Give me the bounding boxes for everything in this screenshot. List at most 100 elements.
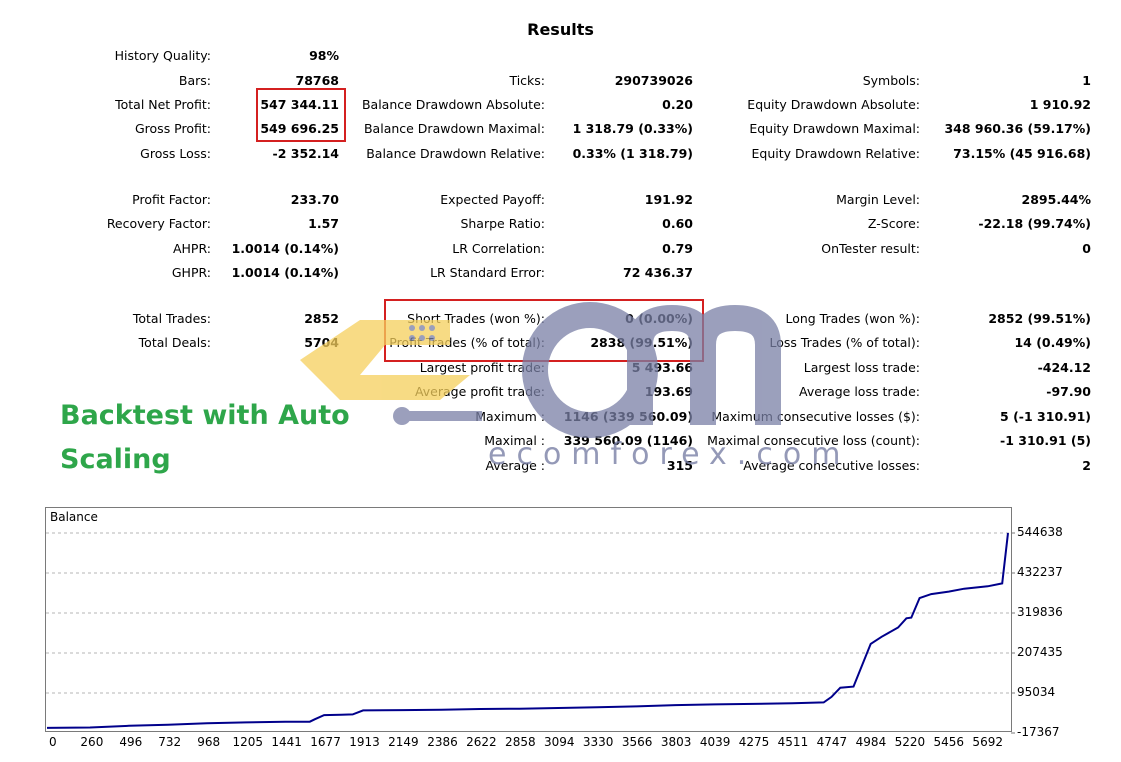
col2-value-11: 193.69 [644, 384, 693, 399]
x-tick-label: 496 [119, 735, 143, 749]
col2-value-10: 5 493.66 [631, 360, 693, 375]
col2-label-5: Sharpe Ratio: [460, 216, 545, 231]
col2-value-14: 315 [666, 458, 693, 473]
col1-value-10: 5704 [304, 335, 339, 350]
x-tick-label: 1913 [349, 735, 380, 749]
y-tick-label: 319836 [1017, 605, 1063, 619]
balance-chart-frame [45, 507, 1012, 732]
col3-label-6: OnTester result: [821, 241, 920, 256]
col2-value-13: 339 560.09 (1146) [563, 433, 693, 448]
col1-value-9: 2852 [304, 311, 339, 326]
x-tick-label: 5220 [894, 735, 926, 749]
col3-value-8: 14 (0.49%) [1014, 335, 1091, 350]
col1-value-2: 547 344.11 [260, 97, 339, 112]
x-tick-label: 3330 [582, 735, 614, 749]
y-tick-label: 432237 [1017, 565, 1063, 579]
col3-value-13: 2 [1082, 458, 1091, 473]
col3-label-4: Margin Level: [836, 192, 920, 207]
col2-label-13: Maximal : [484, 433, 545, 448]
col2-value-2: 1 318.79 (0.33%) [572, 121, 693, 136]
x-tick-label: 260 [80, 735, 104, 749]
x-tick-label: 3094 [543, 735, 575, 749]
col2-label-0: Ticks: [509, 73, 545, 88]
col2-label-10: Largest profit trade: [419, 360, 545, 375]
col2-value-3: 0.33% (1 318.79) [572, 146, 693, 161]
promo-text: Backtest with Auto Scaling [60, 394, 350, 482]
col2-value-0: 290739026 [614, 73, 693, 88]
x-tick-label: 2622 [466, 735, 497, 749]
x-tick-label: 0 [49, 735, 57, 749]
x-tick-label: 4747 [816, 735, 848, 749]
logo-node-stem-icon [402, 411, 482, 421]
col3-label-9: Largest loss trade: [803, 360, 920, 375]
col2-label-7: LR Standard Error: [430, 265, 545, 280]
highlight-box-net-gross-profit [256, 88, 346, 142]
col3-label-11: Maximum consecutive losses ($): [711, 409, 920, 424]
col2-label-12: Maximum : [475, 409, 545, 424]
col3-value-6: 0 [1082, 241, 1091, 256]
col1-label-2: Total Net Profit: [115, 97, 211, 112]
col1-label-4: Gross Loss: [140, 146, 211, 161]
col1-label-5: Profit Factor: [132, 192, 211, 207]
col3-value-12: -1 310.91 (5) [1000, 433, 1091, 448]
promo-line-1: Backtest with Auto [60, 400, 350, 431]
col2-value-4: 191.92 [644, 192, 693, 207]
x-tick-label: 4984 [855, 735, 887, 749]
col3-value-0: 1 [1082, 73, 1091, 88]
col2-value-12: 1146 (339 560.09) [563, 409, 693, 424]
x-tick-label: 4275 [738, 735, 770, 749]
logo-node-icon [393, 407, 411, 425]
x-tick-label: 4039 [699, 735, 731, 749]
col2-label-11: Average profit trade: [414, 384, 545, 399]
col3-label-8: Loss Trades (% of total): [769, 335, 920, 350]
col1-value-6: 1.57 [308, 216, 339, 231]
promo-line-2: Scaling [60, 444, 171, 475]
col3-value-4: 2895.44% [1021, 192, 1091, 207]
col3-label-3: Equity Drawdown Relative: [751, 146, 920, 161]
col3-value-2: 348 960.36 (59.17%) [944, 121, 1091, 136]
col2-label-3: Balance Drawdown Relative: [366, 146, 545, 161]
col1-value-4: -2 352.14 [272, 146, 339, 161]
col1-value-3: 549 696.25 [260, 121, 339, 136]
col2-label-1: Balance Drawdown Absolute: [361, 97, 545, 112]
col3-label-13: Average consecutive losses: [743, 458, 920, 473]
col3-label-12: Maximal consecutive loss (count): [707, 433, 920, 448]
col1-value-8: 1.0014 (0.14%) [231, 265, 339, 280]
col3-label-0: Symbols: [862, 73, 920, 88]
report-title: Results [527, 20, 594, 39]
col1-label-8: GHPR: [171, 265, 211, 280]
x-tick-label: 5456 [933, 735, 965, 749]
x-tick-label: 968 [197, 735, 221, 749]
col1-label-3: Gross Profit: [134, 121, 211, 136]
y-tick-label: 207435 [1017, 645, 1063, 659]
col2-label-14: Average : [485, 458, 545, 473]
col3-value-3: 73.15% (45 916.68) [953, 146, 1091, 161]
col1-label-10: Total Deals: [138, 335, 211, 350]
col3-label-2: Equity Drawdown Maximal: [749, 121, 920, 136]
col1-value-7: 1.0014 (0.14%) [231, 241, 339, 256]
x-tick-label: 2858 [505, 735, 536, 749]
col3-value-1: 1 910.92 [1029, 97, 1091, 112]
col2-label-4: Expected Payoff: [440, 192, 545, 207]
col3-label-5: Z-Score: [867, 216, 920, 231]
col2-value-6: 0.79 [662, 241, 693, 256]
x-tick-label: 4511 [777, 735, 809, 749]
y-tick-label: 544638 [1017, 525, 1063, 539]
col1-label-0: History Quality: [114, 48, 211, 63]
col3-value-10: -97.90 [1046, 384, 1091, 399]
col2-value-5: 0.60 [662, 216, 693, 231]
col2-label-2: Balance Drawdown Maximal: [363, 121, 545, 136]
x-tick-label: 5692 [972, 735, 1003, 749]
col3-label-10: Average loss trade: [799, 384, 920, 399]
col1-label-9: Total Trades: [132, 311, 211, 326]
col3-value-11: 5 (-1 310.91) [1000, 409, 1091, 424]
highlight-box-short-profit-trades [384, 299, 704, 362]
col3-label-7: Long Trades (won %): [785, 311, 920, 326]
x-tick-label: 1441 [271, 735, 302, 749]
y-tick-label: -17367 [1017, 725, 1060, 739]
x-tick-label: 2386 [427, 735, 458, 749]
x-tick-label: 732 [158, 735, 182, 749]
x-tick-label: 1205 [232, 735, 263, 749]
col3-value-5: -22.18 (99.74%) [978, 216, 1091, 231]
col1-value-0: 98% [309, 48, 339, 63]
